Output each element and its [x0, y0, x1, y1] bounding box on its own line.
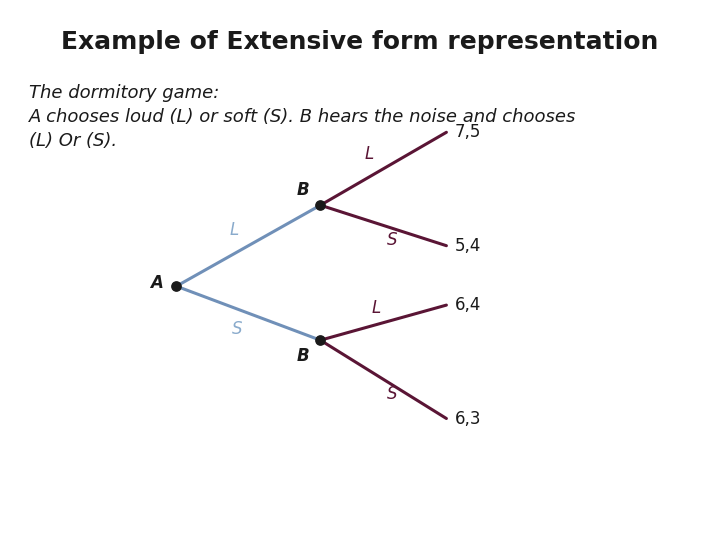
Text: S: S [233, 320, 243, 338]
Text: 6,4: 6,4 [455, 296, 482, 314]
Text: S: S [387, 231, 397, 249]
Point [315, 336, 326, 345]
Text: 7,5: 7,5 [455, 123, 482, 141]
Text: The dormitory game:: The dormitory game: [29, 84, 219, 102]
Point [315, 201, 326, 210]
Text: 5,4: 5,4 [455, 237, 482, 255]
Text: A: A [150, 274, 163, 293]
Text: L: L [372, 299, 381, 317]
Text: A chooses loud (L) or soft (S). B hears the noise and chooses: A chooses loud (L) or soft (S). B hears … [29, 108, 576, 126]
Text: 6,3: 6,3 [455, 409, 482, 428]
Text: S: S [387, 384, 397, 403]
Text: (L) Or (S).: (L) Or (S). [29, 132, 117, 150]
Point [171, 282, 182, 291]
Text: B: B [297, 181, 310, 199]
Text: Example of Extensive form representation: Example of Extensive form representation [61, 30, 659, 53]
Text: L: L [230, 221, 238, 239]
Text: B: B [297, 347, 310, 364]
Text: L: L [364, 145, 374, 163]
